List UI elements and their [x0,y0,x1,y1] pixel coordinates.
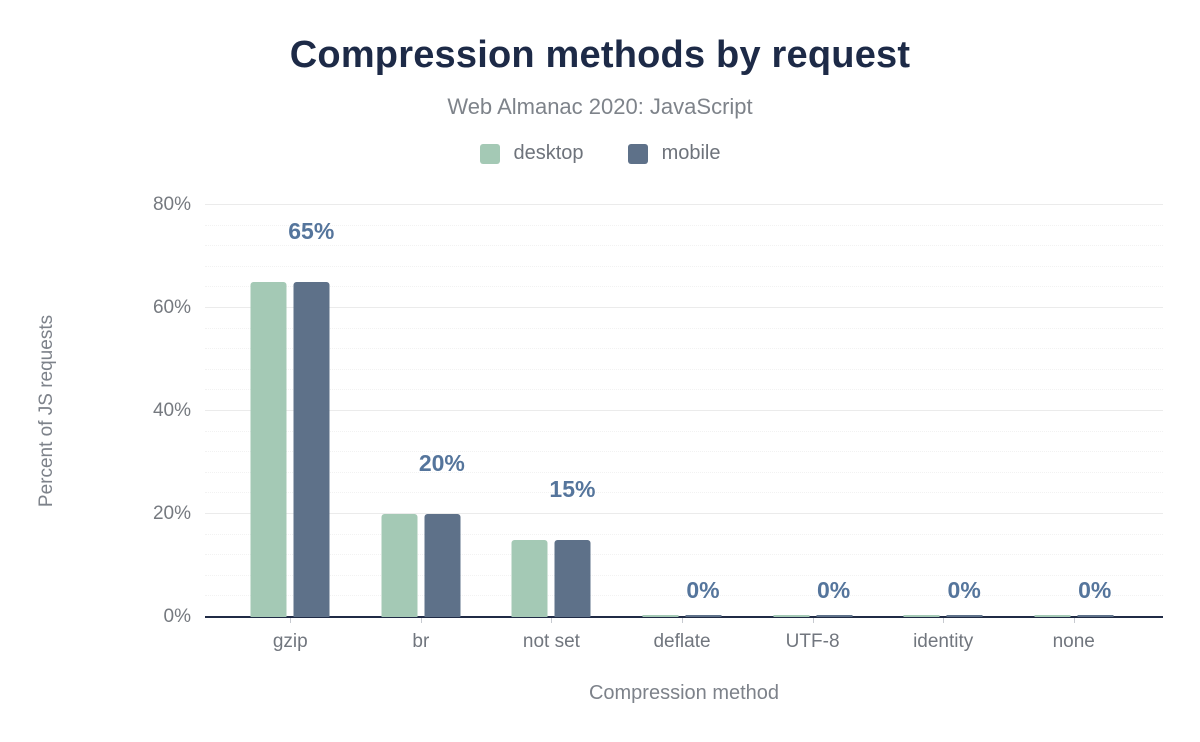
data-label-deflate: 0% [686,577,720,603]
mobile-bar-gzip[interactable] [293,282,330,617]
major-gridline-80 [205,204,1163,205]
legend-label-mobile: mobile [661,142,721,164]
category-column-gzip: 65% gzip [225,205,356,652]
y-tick-label-40: 40% [152,400,191,421]
minor-gridline-52 [205,348,1163,350]
x-axis-title: Compression method [588,682,780,704]
y-axis-title: Percent of JS requests [36,314,57,508]
x-category-label-br: br [412,631,430,652]
y-tick-label-80: 80% [152,194,191,215]
minor-gridline-56 [205,327,1163,329]
data-label-not-set: 15% [549,476,596,502]
bar-pair [1034,615,1114,617]
mobile-bar-br[interactable] [424,514,461,617]
mobile-bar-deflate[interactable] [685,615,722,617]
minor-gridline-16 [205,533,1163,535]
major-gridline-20 [205,513,1163,514]
bar-pair [250,282,330,617]
data-label-none: 0% [1078,577,1112,603]
data-label-identity: 0% [947,577,981,603]
category-column-not-set: 15% not set [486,205,617,652]
category-column-identity: 0% identity [878,205,1009,652]
data-label-br: 20% [418,450,465,476]
minor-gridline-28 [205,471,1163,473]
x-tick-mark [943,617,945,623]
y-tick-label-20: 20% [152,503,191,524]
mobile-bar-not-set[interactable] [554,540,591,617]
x-category-label-UTF-8: UTF-8 [785,631,840,652]
minor-gridline-64 [205,286,1163,288]
major-gridline-60 [205,307,1163,308]
bar-pair [773,615,853,617]
x-tick-mark [1073,617,1075,623]
x-category-label-deflate: deflate [653,631,711,652]
minor-gridline-72 [205,245,1163,247]
desktop-legend-swatch-icon [479,143,500,164]
minor-gridline-24 [205,492,1163,494]
y-tick-label-0: 0% [163,606,191,627]
minor-gridline-32 [205,451,1163,453]
category-column-none: 0% none [1008,205,1139,652]
x-category-label-not-set: not set [522,631,580,652]
mobile-bar-identity[interactable] [946,615,983,617]
bar-pair [381,514,461,617]
x-tick-mark [290,617,292,623]
x-category-label-none: none [1052,631,1095,652]
x-tick-mark [420,617,422,623]
minor-gridline-68 [205,265,1163,267]
x-category-label-gzip: gzip [272,631,308,652]
major-gridline-40 [205,410,1163,411]
desktop-bar-not-set[interactable] [511,540,548,617]
minor-gridline-48 [205,368,1163,370]
legend-item-mobile: mobile [627,142,721,165]
desktop-bar-gzip[interactable] [250,282,287,617]
plot-area: 0% 20% 40% 60% 80% 65% gzip 20% br 15% not set 0% d… [153,194,1163,652]
bar-pair [511,540,591,617]
y-tick-label-60: 60% [152,297,191,318]
data-label-gzip: 65% [288,218,335,244]
minor-gridline-44 [205,389,1163,391]
minor-gridline-12 [205,554,1163,556]
mobile-legend-swatch-icon [627,143,648,164]
mobile-bar-none[interactable] [1077,615,1114,617]
category-column-UTF-8: 0% UTF-8 [747,205,878,652]
minor-gridline-76 [205,224,1163,226]
chart-title: Compression methods by request [289,34,911,76]
minor-gridline-36 [205,430,1163,432]
category-column-br: 20% br [356,205,487,652]
desktop-bar-deflate[interactable] [642,615,679,617]
x-tick-mark [551,617,553,623]
desktop-bar-br[interactable] [381,514,418,617]
chart-subtitle: Web Almanac 2020: JavaScript [447,94,753,119]
desktop-bar-identity[interactable] [903,615,940,617]
desktop-bar-UTF-8[interactable] [773,615,810,617]
legend-item-desktop: desktop [479,142,584,165]
legend-label-desktop: desktop [513,142,584,164]
x-tick-mark [682,617,684,623]
x-tick-mark [812,617,814,623]
bar-pair [642,615,722,617]
desktop-bar-none[interactable] [1034,615,1071,617]
minor-gridline-8 [205,574,1163,576]
minor-gridline-4 [205,595,1163,597]
mobile-bar-UTF-8[interactable] [816,615,853,617]
x-category-label-identity: identity [913,631,974,652]
legend: desktop mobile [0,142,1200,165]
x-axis-line [205,616,1163,618]
category-band: 65% gzip 20% br 15% not set 0% deflate 0% UTF-8 0%… [225,205,1139,652]
category-column-deflate: 0% deflate [617,205,748,652]
bar-pair [903,615,983,617]
data-label-UTF-8: 0% [816,577,851,603]
